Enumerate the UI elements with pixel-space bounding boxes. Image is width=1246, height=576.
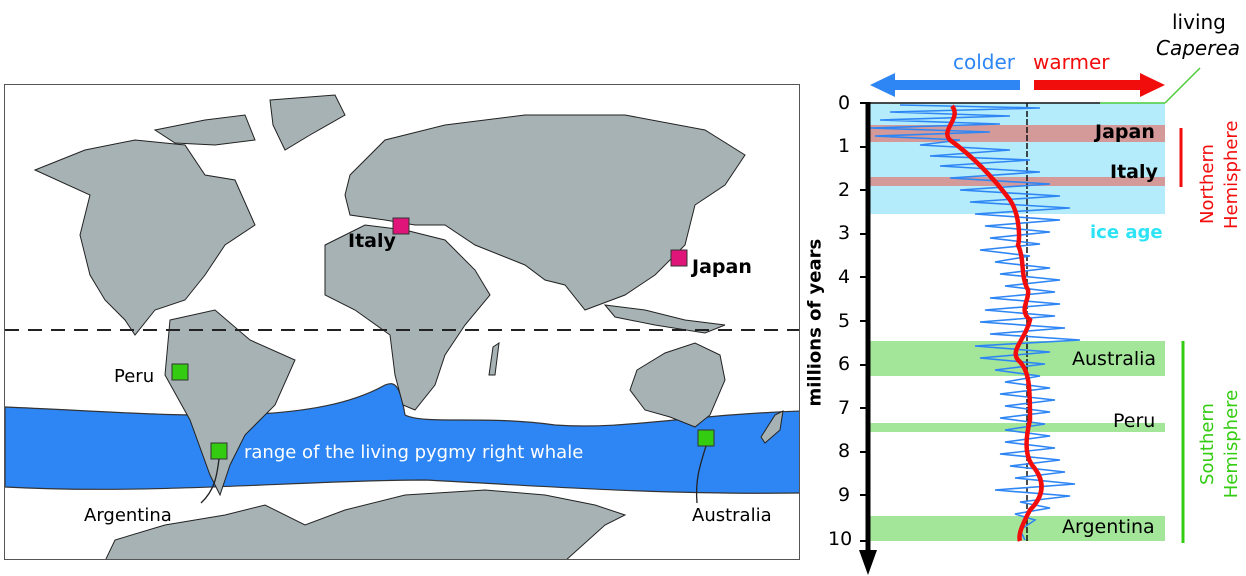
label-japan: Japan	[692, 256, 752, 278]
range-label: range of the living pygmy right whale	[244, 442, 584, 463]
colder-arrow	[870, 73, 895, 97]
marker-peru	[171, 363, 189, 381]
y-axis-label: millions of years	[804, 238, 826, 407]
south-america	[164, 309, 296, 497]
label-argentina: Argentina	[84, 505, 172, 526]
label-peru: Peru	[114, 366, 155, 387]
band-label-peru: Peru	[1113, 410, 1156, 432]
antarctica	[105, 489, 627, 559]
band-label-italy: Italy	[1110, 161, 1158, 183]
living-label: living	[1172, 10, 1226, 34]
label-italy: Italy	[348, 230, 396, 252]
temperature-trend	[945, 104, 1044, 542]
warmer-arrow	[1140, 73, 1165, 97]
warmer-label: warmer	[1033, 50, 1110, 74]
marker-japan	[670, 249, 688, 267]
caperea-label: Caperea	[1156, 36, 1241, 60]
map-svg	[5, 94, 799, 559]
colder-label: colder	[953, 50, 1016, 74]
whale-range	[5, 383, 799, 494]
ice-age-label: ice age	[1090, 222, 1163, 243]
greenland	[269, 94, 346, 151]
band-label-argentina: Argentina	[1062, 516, 1155, 538]
band-label-australia: Australia	[1072, 348, 1157, 370]
australia	[629, 342, 726, 428]
temperature-record	[869, 104, 1081, 541]
eurasia	[344, 114, 746, 311]
marker-australia	[697, 429, 715, 447]
band-label-japan: Japan	[1095, 121, 1155, 143]
label-australia: Australia	[692, 505, 772, 526]
southern-hemisphere-label: Southern Hemisphere	[1197, 389, 1242, 499]
marker-argentina	[210, 442, 228, 460]
marker-italy	[392, 217, 410, 235]
north-america	[33, 139, 256, 336]
africa	[324, 224, 491, 411]
y-axis-arrowhead	[859, 550, 877, 575]
world-map	[4, 84, 800, 560]
northern-hemisphere-label: Northern Hemisphere	[1197, 120, 1242, 229]
